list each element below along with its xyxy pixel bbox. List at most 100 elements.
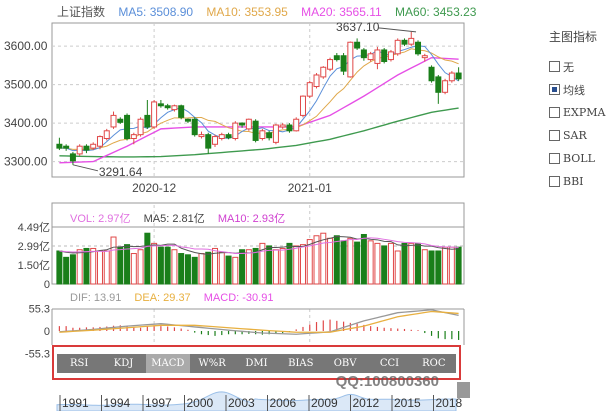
timeline-year-label: 2000 [187, 396, 214, 410]
volume-bar [232, 256, 239, 285]
candle-down [381, 49, 388, 63]
indicator-option-无[interactable]: 无 [549, 55, 605, 78]
indicator-option-bbi[interactable]: BBI [549, 170, 605, 193]
timeline-year-label: 2006 [270, 396, 297, 410]
timeline-year-label: 2003 [228, 396, 255, 410]
date-tick-label: 2021-01 [288, 181, 332, 195]
ma10-line [59, 48, 459, 150]
volume-bar [117, 246, 124, 285]
annotation-arrow [72, 164, 99, 172]
candle-down [205, 134, 212, 149]
tab-obv[interactable]: OBV [333, 358, 357, 369]
volume-bar [157, 246, 164, 285]
candle-up [327, 59, 334, 70]
volume-bar [151, 242, 158, 285]
candle-up [245, 118, 252, 130]
checkbox[interactable] [549, 176, 560, 187]
candle-down [428, 66, 435, 82]
dif-line [59, 309, 459, 335]
candle-down [340, 55, 347, 72]
volume-bar [171, 249, 178, 285]
tab-kdj[interactable]: KDJ [113, 358, 134, 369]
volume-bar [90, 247, 97, 285]
date-tick-label: 2020-12 [132, 181, 176, 195]
volume-bar [124, 244, 131, 285]
checkbox[interactable] [549, 153, 560, 164]
volume-bar [293, 245, 300, 285]
candle-up [299, 95, 306, 116]
volume-ma5-line [59, 236, 459, 255]
candle-down [266, 132, 273, 139]
candle-down [435, 76, 442, 93]
candle-up [110, 114, 117, 128]
candle-up [259, 130, 266, 140]
volume-bar [299, 244, 306, 285]
candle-up [137, 118, 144, 136]
volume-bar [442, 246, 449, 285]
indicator-option-expma[interactable]: EXPMA [549, 101, 605, 124]
volume-bar [144, 232, 151, 285]
ma60-value: MA60: 3453.23 [395, 5, 477, 19]
candle-up [421, 55, 428, 59]
tab-dmi[interactable]: DMI [245, 358, 268, 369]
macd-value: MACD: -30.91 [203, 292, 274, 304]
candle-up [448, 72, 455, 82]
tab-roc[interactable]: ROC [422, 358, 446, 369]
volume-bar [279, 247, 286, 285]
macd-tick-label: 0 [44, 326, 50, 338]
candle-down [401, 39, 408, 45]
candle-up [90, 143, 97, 149]
volume-bar [421, 249, 428, 285]
candle-down [191, 118, 198, 136]
indicator-option-boll[interactable]: BOLL [549, 147, 605, 170]
volume-bar [448, 246, 455, 285]
volume-bar [178, 253, 185, 285]
tab-rsi[interactable]: RSI [69, 358, 89, 369]
timeline-year-label: 2018 [436, 396, 463, 410]
volume-bar [320, 232, 327, 285]
timeline-year-label: 1991 [62, 396, 89, 410]
tab-macd[interactable]: MACD [145, 354, 190, 373]
volume-bar [245, 249, 252, 285]
annotation-arrow [377, 27, 417, 33]
tab-bias[interactable]: BIAS [288, 358, 314, 369]
macd-legend: DIF: 13.91 DEA: 29.37 MACD: -30.91 [70, 292, 283, 304]
volume-bar [408, 242, 415, 285]
price-tick-label: 3500.00 [4, 78, 48, 92]
volume-bar [374, 242, 381, 285]
indicator-option-均线[interactable]: 均线 [549, 78, 605, 101]
checkbox[interactable] [549, 107, 560, 118]
candle-down [56, 143, 63, 149]
checkbox[interactable] [549, 130, 560, 141]
main-panel-border [51, 22, 465, 178]
candle-up [387, 51, 394, 61]
volume-bar [110, 236, 117, 285]
tab-wr[interactable]: W%R [198, 358, 226, 369]
panel-title: 主图指标 [549, 30, 598, 44]
volume-bar [96, 250, 103, 285]
indicator-option-sar[interactable]: SAR [549, 124, 605, 147]
checkbox[interactable] [549, 61, 560, 72]
volume-bar [198, 253, 205, 285]
checkbox[interactable] [549, 84, 560, 95]
tab-cci[interactable]: CCI [379, 358, 400, 369]
volume-bar [360, 233, 367, 285]
volume-bar [56, 250, 63, 285]
macd-tick-label: -55.3 [25, 349, 50, 361]
candle-down [164, 105, 171, 109]
volume-bar [76, 249, 83, 285]
volume-bar [286, 242, 293, 285]
volume-bar [164, 246, 171, 285]
candle-down [178, 105, 185, 118]
candle-up [408, 37, 415, 45]
timeline-scroll-handle[interactable] [457, 382, 470, 398]
candle-up [347, 41, 354, 78]
volume-bar [191, 256, 198, 285]
volume-bar [394, 250, 401, 285]
ma10-value: MA10: 3553.95 [206, 5, 288, 19]
volume-legend: VOL: 2.97亿 MA5: 2.81亿 MA10: 2.93亿 [70, 210, 295, 226]
candle-down [63, 145, 70, 149]
candle-down [333, 55, 340, 61]
